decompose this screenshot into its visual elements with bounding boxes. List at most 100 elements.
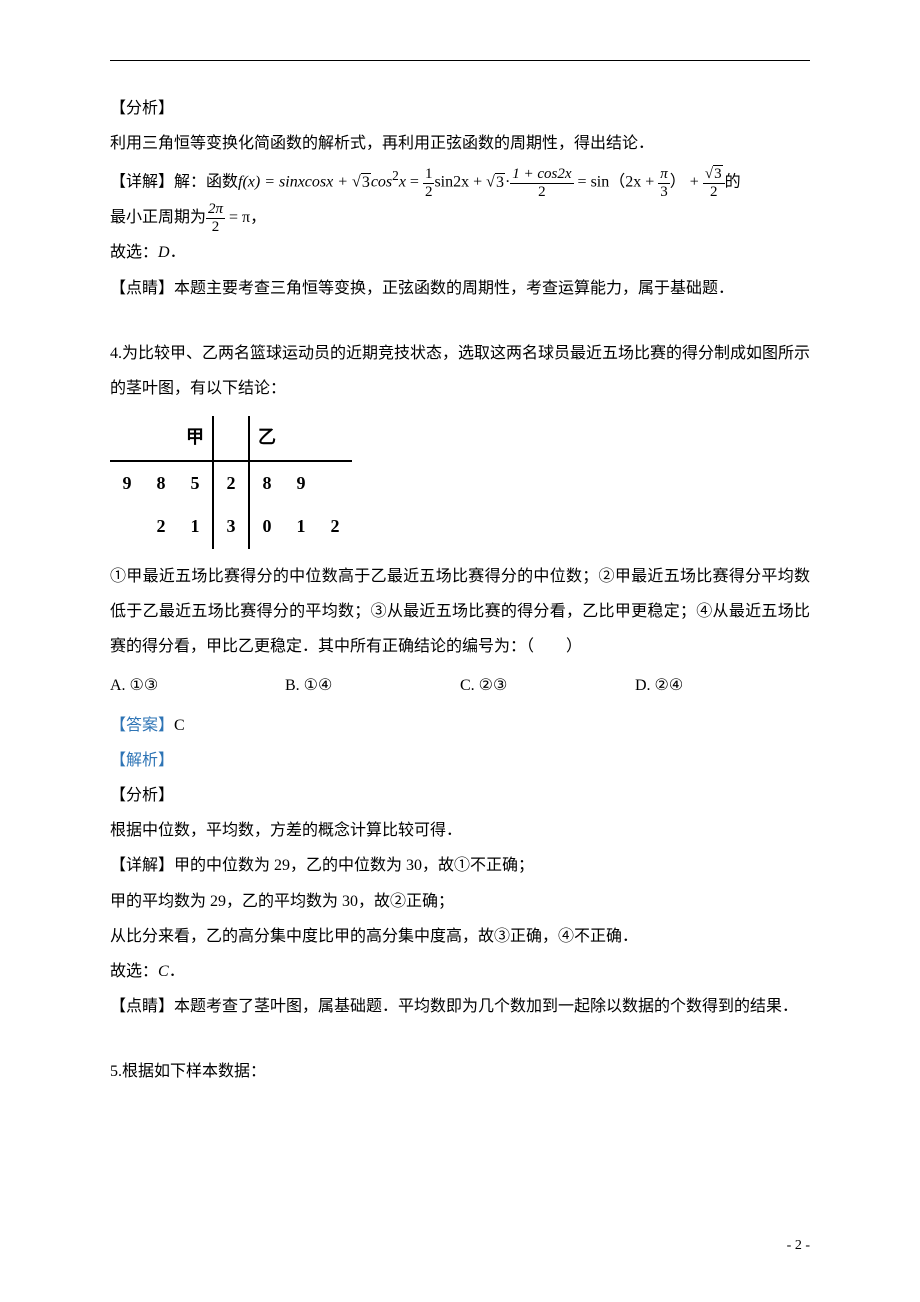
q4-number: 4.	[110, 345, 122, 362]
hdr-left: 甲	[178, 416, 213, 461]
q4-jiexi: 【解析】	[110, 743, 810, 778]
num: √3	[703, 166, 725, 184]
q3-sqrt3b: 3	[495, 173, 505, 191]
den: 2	[423, 184, 435, 201]
q4-insight: 【点睛】本题考查了茎叶图，属基础题．平均数即为几个数加到一起除以数据的个数得到的…	[110, 989, 810, 1024]
choice-c[interactable]: C. ②③	[460, 668, 635, 703]
q3-sinopen: = sin（2x +	[574, 174, 659, 191]
q3-answer-letter: D	[158, 244, 170, 261]
choice-d[interactable]: D. ②④	[635, 668, 810, 703]
cell: 9	[110, 461, 144, 506]
gap	[110, 1024, 810, 1054]
stem-cell: 3	[213, 505, 249, 549]
q3-period-line: 最小正周期为2π2 = π，	[110, 200, 810, 235]
period: ．	[170, 244, 186, 261]
q3-detail: 【详解】解：函数f(x) = sinxcosx + √3cos2x = 12si…	[110, 161, 810, 200]
page: 【分析】 利用三角恒等变换化简函数的解析式，再利用正弦函数的周期性，得出结论． …	[0, 0, 920, 1302]
sqrt-icon: √	[705, 166, 713, 182]
num: 2π	[206, 201, 225, 219]
sqrt-icon: √	[486, 174, 495, 191]
q5-number: 5.	[110, 1063, 122, 1080]
insight-label: 【点睛】	[110, 998, 174, 1015]
q3-therefore: 故选：D．	[110, 235, 810, 270]
stem-leaf-plot: 甲 乙 9 8 5 2 8 9 2 1 3 0 1 2	[110, 416, 352, 549]
num: 1 + cos2x	[510, 166, 573, 184]
den: 3	[658, 184, 670, 201]
q4-detail1-text: 甲的中位数为 29，乙的中位数为 30，故①不正确；	[174, 857, 534, 874]
frac-pi3: π3	[658, 166, 670, 200]
frac-2pi2: 2π2	[206, 201, 225, 235]
cell: 5	[178, 461, 213, 506]
q3-eqpi: = π，	[225, 209, 266, 226]
num: 1	[423, 166, 435, 184]
choice-b[interactable]: B. ①④	[285, 668, 460, 703]
q3-insight-text: 本题主要考查三角恒等变换，正弦函数的周期性，考查运算能力，属于基础题．	[174, 280, 734, 297]
q4-analysis-label: 【分析】	[110, 778, 810, 813]
q3-de: 的	[725, 174, 741, 191]
q3-analysis-label: 【分析】	[110, 91, 810, 126]
q3-sqrt3a: 3	[361, 173, 371, 191]
q3-cos: cos	[371, 174, 392, 191]
cell	[318, 461, 352, 506]
frac-half: 12	[423, 166, 435, 200]
q3-period-pre: 最小正周期为	[110, 209, 206, 226]
q3-fx: f(x) = sinxcosx +	[238, 174, 352, 191]
cell	[110, 505, 144, 549]
stem-cell: 2	[213, 461, 249, 506]
den: 2	[510, 184, 573, 201]
cell: 1	[284, 505, 318, 549]
sqrt3c: 3	[713, 165, 723, 182]
frac-sqrt3-2: √32	[703, 166, 725, 200]
q3-analysis-text: 利用三角恒等变换化简函数的解析式，再利用正弦函数的周期性，得出结论．	[110, 126, 810, 161]
top-rule	[110, 60, 810, 61]
hdr-right: 乙	[249, 416, 284, 461]
detail-label: 【详解】	[110, 857, 174, 874]
q3-x: x	[399, 174, 406, 191]
answer-label: 【答案】	[110, 717, 174, 734]
choice-a[interactable]: A. ①③	[110, 668, 285, 703]
cell: 2	[318, 505, 352, 549]
q3-sup2: 2	[392, 168, 399, 183]
q3-detail-prefix: 解：函数	[174, 174, 238, 191]
q5-stem: 5.根据如下样本数据：	[110, 1054, 810, 1089]
cell: 9	[284, 461, 318, 506]
q4-detail2: 甲的平均数为 29，乙的平均数为 30，故②正确；	[110, 884, 810, 919]
therefore-text: 故选：	[110, 963, 158, 980]
q3-insight: 【点睛】本题主要考查三角恒等变换，正弦函数的周期性，考查运算能力，属于基础题．	[110, 271, 810, 306]
stemleaf-row: 2 1 3 0 1 2	[110, 505, 352, 549]
cell: 1	[178, 505, 213, 549]
insight-label: 【点睛】	[110, 280, 174, 297]
q5-stem-text: 根据如下样本数据：	[122, 1063, 266, 1080]
q4-choices: A. ①③ B. ①④ C. ②③ D. ②④	[110, 668, 810, 703]
therefore-text: 故选：	[110, 244, 158, 261]
q4-answer: 【答案】C	[110, 708, 810, 743]
q4-detail1: 【详解】甲的中位数为 29，乙的中位数为 30，故①不正确；	[110, 848, 810, 883]
detail-label: 【详解】	[110, 174, 174, 191]
cell: 0	[249, 505, 284, 549]
gap	[110, 306, 810, 336]
q4-stem1-text: 为比较甲、乙两名篮球运动员的近期竞技状态，选取这两名球员最近五场比赛的得分制成如…	[110, 345, 810, 397]
q4-insight-text: 本题考查了茎叶图，属基础题．平均数即为几个数加到一起除以数据的个数得到的结果．	[174, 998, 798, 1015]
cell: 8	[144, 461, 178, 506]
q4-answer-value: C	[174, 717, 185, 734]
page-number: - 2 -	[787, 1231, 810, 1262]
q3-sin2x: sin2x	[434, 174, 469, 191]
q4-analysis-text: 根据中位数，平均数，方差的概念计算比较可得．	[110, 813, 810, 848]
q3-sinclose: ） +	[670, 174, 703, 191]
stemleaf-row: 9 8 5 2 8 9	[110, 461, 352, 506]
q3-eq1: =	[406, 174, 423, 191]
frac-1pcos2x: 1 + cos2x2	[510, 166, 573, 200]
q4-detail3: 从比分来看，乙的高分集中度比甲的高分集中度高，故③正确，④不正确．	[110, 919, 810, 954]
q4-answer-letter: C	[158, 963, 169, 980]
q4-stem2: ①甲最近五场比赛得分的中位数高于乙最近五场比赛得分的中位数；②甲最近五场比赛得分…	[110, 559, 810, 665]
q4-therefore: 故选：C．	[110, 954, 810, 989]
stemleaf-header: 甲 乙	[110, 416, 352, 461]
sqrt-icon: √	[352, 174, 361, 191]
q3-plus1: +	[469, 174, 486, 191]
q4-stem1: 4.为比较甲、乙两名篮球运动员的近期竞技状态，选取这两名球员最近五场比赛的得分制…	[110, 336, 810, 406]
den: 2	[703, 184, 725, 201]
num: π	[658, 166, 670, 184]
den: 2	[206, 219, 225, 236]
cell: 2	[144, 505, 178, 549]
cell: 8	[249, 461, 284, 506]
